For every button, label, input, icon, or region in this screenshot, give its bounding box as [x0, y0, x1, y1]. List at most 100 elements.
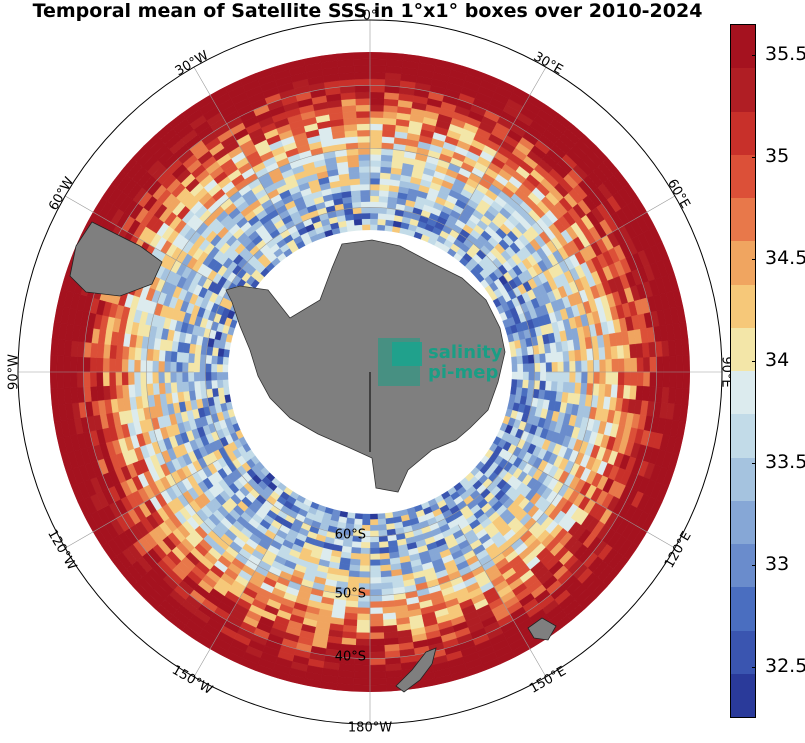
sss-cell [358, 571, 371, 578]
sss-cell [378, 547, 390, 555]
sss-cell [353, 212, 363, 220]
longitude-label: 60°E [664, 177, 693, 212]
sss-cell [382, 129, 396, 138]
sss-cell [516, 379, 524, 389]
sss-cell [533, 353, 541, 364]
colorbar-segment [731, 371, 755, 415]
sss-cell [361, 207, 371, 214]
sss-cell [534, 371, 541, 382]
sss-cell [369, 607, 383, 615]
sss-cell [216, 379, 224, 389]
sss-cell [539, 380, 547, 391]
sss-cell [354, 85, 371, 93]
sss-cell [369, 658, 386, 666]
sss-cell [369, 85, 386, 93]
colorbar-tick-mark [752, 54, 756, 56]
sss-cell [369, 141, 383, 149]
sss-cell [89, 371, 97, 387]
sss-cell [349, 178, 361, 186]
sss-cell [682, 355, 690, 373]
sss-cell [527, 380, 535, 390]
sss-cell [379, 564, 392, 572]
sss-cell [354, 224, 363, 232]
sss-cell [369, 189, 380, 197]
sss-cell [133, 359, 141, 373]
sss-cell [675, 355, 684, 373]
sss-cell [187, 380, 195, 392]
sss-cell [348, 570, 360, 578]
sss-cell [121, 358, 129, 373]
sss-cell [50, 338, 59, 356]
sss-cell [556, 351, 564, 363]
sss-cell [379, 184, 390, 192]
colorbar-segment [731, 111, 755, 155]
longitude-label: 60°W [46, 175, 77, 214]
sss-cell [369, 98, 385, 106]
sss-cell [580, 382, 588, 396]
sss-cell [369, 519, 379, 526]
sss-cell [604, 346, 613, 360]
sss-cell [152, 371, 159, 384]
sss-cell [369, 565, 381, 572]
sss-cell [369, 183, 381, 191]
sss-cell [545, 362, 553, 373]
sss-cell [56, 371, 65, 389]
sss-cell [146, 383, 154, 396]
sss-cell [649, 371, 657, 388]
sss-cell [359, 177, 371, 185]
sss-cell [210, 379, 218, 389]
sss-cell [353, 218, 363, 226]
sss-cell [377, 518, 387, 526]
sss-cell [356, 117, 371, 125]
sss-cell [350, 184, 361, 192]
sss-cell [575, 360, 582, 373]
sss-cell [575, 371, 582, 384]
sss-cell [380, 154, 394, 162]
polar-map[interactable]: salinity pi-mep 0° 30°E 60°E 90°E 120°E 150°E… [0, 0, 731, 743]
sss-cell [102, 357, 110, 373]
colorbar-tick-label: 35 [765, 144, 790, 167]
sss-cell [369, 530, 379, 537]
sss-cell [682, 371, 690, 389]
sss-cell [611, 371, 619, 386]
sss-cell [347, 576, 360, 584]
salinity-pi-mep-logo: salinity pi-mep [378, 338, 503, 386]
sss-cell [344, 129, 358, 138]
sss-cell [369, 177, 381, 185]
sss-cell [381, 600, 395, 608]
sss-cell [354, 664, 371, 673]
sss-cell [350, 189, 362, 197]
sss-cell [382, 612, 397, 621]
sss-cell [360, 195, 371, 203]
sss-cell [605, 371, 613, 385]
sss-cell [359, 553, 371, 561]
sss-cell [550, 352, 558, 363]
sss-cell [96, 371, 104, 387]
sss-cell [146, 360, 153, 373]
colorbar-tick-label: 33 [765, 552, 790, 575]
sss-cell [369, 583, 382, 590]
sss-cell [517, 363, 524, 373]
sss-cell [359, 559, 371, 567]
sss-cell [357, 601, 371, 609]
colorbar-segment [731, 25, 755, 69]
sss-cell [369, 684, 387, 692]
sss-cell [353, 58, 371, 67]
sss-cell [522, 355, 530, 365]
sss-cell [381, 148, 394, 156]
sss-cell [353, 671, 371, 679]
sss-cell [133, 371, 141, 385]
sss-cell [360, 201, 371, 208]
sss-cell [369, 638, 385, 646]
sss-cell [108, 371, 116, 386]
colorbar-segment [731, 500, 755, 544]
sss-cell [199, 380, 207, 391]
sss-cell [356, 619, 371, 627]
sss-cell [89, 357, 97, 373]
sss-cell [386, 52, 404, 61]
sss-cell [369, 553, 381, 561]
sss-cell [369, 207, 379, 214]
sss-cell [599, 359, 607, 373]
sss-cell [533, 380, 541, 391]
colorbar-tick-mark [752, 258, 756, 260]
